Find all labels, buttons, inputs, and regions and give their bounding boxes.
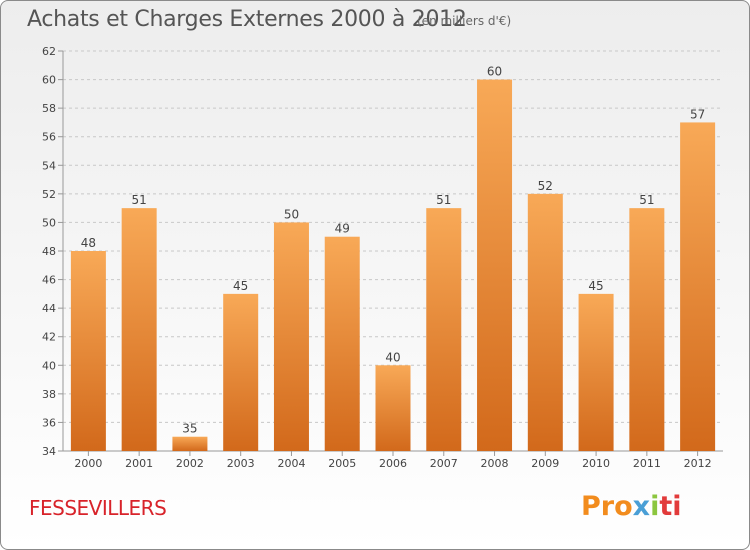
bars [70,79,716,452]
chart-title: Achats et Charges Externes 2000 à 2012 [27,7,467,32]
y-tick-label: 50 [42,216,56,229]
bar [324,236,360,451]
place-name: FESSEVILLERS [29,496,167,520]
x-tick-label: 2000 [74,457,102,470]
bar [578,293,614,451]
data-label: 35 [182,422,197,436]
y-tick-label: 44 [42,302,56,315]
x-tick-label: 2008 [481,457,509,470]
bar [426,208,462,451]
x-tick-label: 2002 [176,457,204,470]
data-label: 51 [132,193,147,207]
x-tick-label: 2004 [277,457,305,470]
x-tick-label: 2010 [582,457,610,470]
y-tick-label: 38 [42,388,56,401]
y-tick-label: 62 [42,45,56,58]
x-tick-label: 2003 [227,457,255,470]
x-tick-label: 2012 [684,457,712,470]
data-label: 51 [436,193,451,207]
proxiti-logo: Proxiti [581,491,682,522]
data-label: 48 [81,236,96,250]
data-label: 45 [233,279,248,293]
bar [70,251,106,451]
bar [527,193,563,451]
y-tick-label: 54 [42,159,56,172]
bar [172,436,208,451]
bar [273,222,309,451]
data-label: 60 [487,65,502,79]
y-tick-label: 36 [42,416,56,429]
y-tick-label: 46 [42,274,56,287]
x-tick-label: 2001 [125,457,153,470]
bar [629,208,665,451]
x-tick-label: 2009 [531,457,559,470]
labels: 34 36 38 40 42 44 46 48 50 52 54 56 58 60 62 48 2000 51 20… [42,45,712,470]
bar [375,365,411,451]
x-tick-label: 2007 [430,457,458,470]
bar [121,208,157,451]
bar [477,79,513,452]
y-tick-label: 60 [42,74,56,87]
x-tick-label: 2005 [328,457,356,470]
y-tick-label: 48 [42,245,56,258]
y-tick-label: 34 [42,445,56,458]
data-label: 45 [588,279,603,293]
bar [223,293,259,451]
bar [680,122,716,451]
logo-part: i [650,491,660,522]
y-tick-label: 52 [42,188,56,201]
logo-part: Pro [581,491,633,522]
y-tick-label: 58 [42,102,56,115]
data-label: 50 [284,207,299,221]
y-tick-label: 40 [42,359,56,372]
y-tick-label: 56 [42,131,56,144]
x-tick-label: 2011 [633,457,661,470]
chart-subtitle: (en milliers d'€) [417,14,512,28]
data-label: 40 [385,350,400,364]
data-label: 57 [690,107,705,121]
x-tick-label: 2006 [379,457,407,470]
logo-part: x [632,491,651,522]
data-label: 51 [639,193,654,207]
data-label: 52 [538,179,553,193]
logo-part: ti [659,491,682,522]
data-label: 49 [335,222,350,236]
y-tick-label: 42 [42,331,56,344]
